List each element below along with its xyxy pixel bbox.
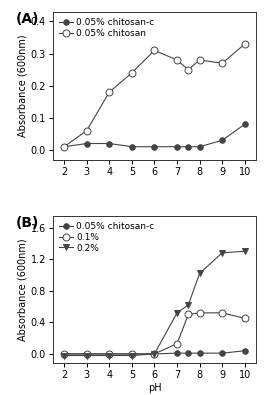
Legend: 0.05% chitosan-c, 0.05% chitosan: 0.05% chitosan-c, 0.05% chitosan [57,16,156,40]
0.05% chitosan-c [153,144,156,149]
0.05% chitosan [85,128,88,133]
Y-axis label: Absorbance (600nm): Absorbance (600nm) [18,34,28,137]
0.05% chitosan-c [187,144,190,149]
Text: (B): (B) [16,216,40,229]
0.05% chitosan [63,144,66,149]
0.05% chitosan [243,41,246,46]
0.1% [153,352,156,356]
0.05% chitosan-c [153,352,156,356]
0.05% chitosan-c [85,352,88,356]
0.1% [108,352,111,356]
0.2% [221,250,224,255]
0.05% chitosan-c [198,144,201,149]
0.2% [108,353,111,358]
0.05% chitosan-c [243,122,246,127]
0.2% [176,310,179,315]
0.05% chitosan [221,61,224,66]
0.05% chitosan-c [243,348,246,353]
0.2% [243,249,246,254]
0.1% [243,316,246,321]
0.05% chitosan-c [198,351,201,356]
0.1% [130,352,133,356]
0.05% chitosan-c [63,144,66,149]
0.1% [198,310,201,315]
0.05% chitosan-c [108,352,111,356]
0.2% [63,353,66,358]
0.2% [153,352,156,356]
0.2% [198,271,201,276]
Line: 0.2%: 0.2% [61,248,248,359]
0.05% chitosan [108,90,111,94]
0.05% chitosan [153,48,156,53]
0.05% chitosan-c [130,144,133,149]
0.2% [85,353,88,358]
0.05% chitosan [198,58,201,62]
0.1% [187,312,190,317]
0.05% chitosan [130,70,133,75]
0.05% chitosan-c [85,141,88,146]
0.2% [187,303,190,307]
0.05% chitosan-c [176,351,179,356]
X-axis label: pH: pH [148,383,161,393]
0.05% chitosan-c [63,352,66,356]
0.1% [85,352,88,356]
Line: 0.05% chitosan-c: 0.05% chitosan-c [61,121,248,149]
0.1% [221,310,224,315]
0.1% [63,352,66,356]
0.1% [176,341,179,346]
0.05% chitosan-c [221,351,224,356]
Legend: 0.05% chitosan-c, 0.1%, 0.2%: 0.05% chitosan-c, 0.1%, 0.2% [57,220,156,254]
0.05% chitosan-c [176,144,179,149]
Line: 0.05% chitosan-c: 0.05% chitosan-c [61,348,248,357]
0.05% chitosan-c [221,138,224,143]
Y-axis label: Absorbance (600nm): Absorbance (600nm) [18,238,28,341]
0.05% chitosan-c [187,351,190,356]
0.05% chitosan [176,58,179,62]
Line: 0.05% chitosan: 0.05% chitosan [61,41,248,150]
0.05% chitosan-c [130,352,133,356]
0.05% chitosan-c [108,141,111,146]
Text: (A): (A) [16,12,40,26]
0.2% [130,353,133,358]
Line: 0.1%: 0.1% [61,309,248,357]
0.05% chitosan [187,67,190,72]
